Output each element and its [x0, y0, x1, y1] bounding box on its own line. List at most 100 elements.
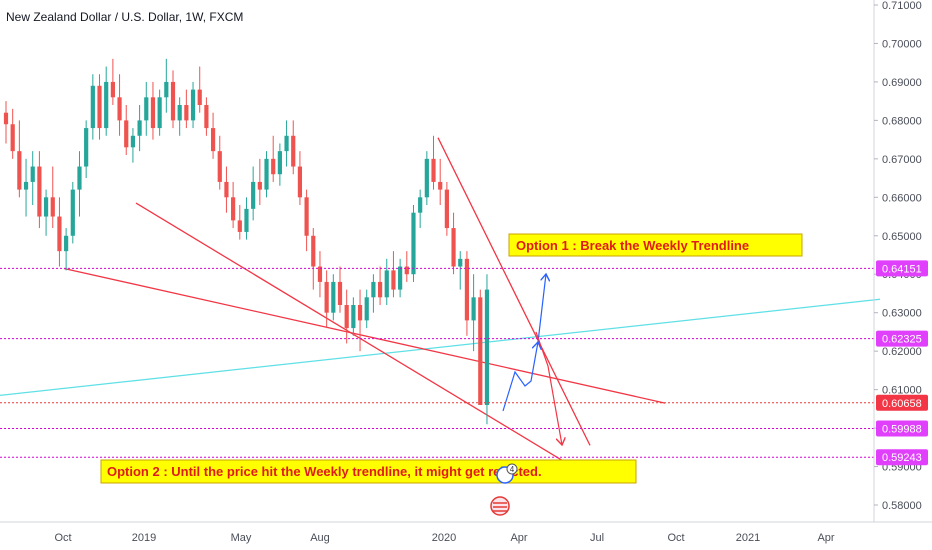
candle — [404, 251, 409, 282]
candle — [271, 135, 276, 182]
option-2-annotation[interactable]: Option 2 : Until the price hit the Weekl… — [100, 459, 637, 484]
y-tick-label: 0.65000 — [882, 231, 922, 243]
candle — [17, 120, 22, 198]
candle-body — [197, 89, 202, 105]
candle — [451, 212, 456, 275]
candle — [478, 289, 483, 405]
candle — [184, 89, 189, 129]
candle-body — [418, 197, 423, 213]
candle — [77, 151, 82, 217]
candle — [444, 181, 449, 236]
upper-wedge-line[interactable] — [437, 137, 591, 446]
candle — [3, 101, 9, 144]
candle — [164, 58, 169, 113]
candle-body — [464, 258, 470, 321]
x-tick-label: Aug — [310, 532, 330, 544]
candle-body — [377, 281, 383, 298]
candle-body — [391, 270, 396, 290]
candle — [251, 166, 256, 221]
y-tick-label: 0.70000 — [882, 38, 922, 50]
y-tick-label: 0.71000 — [882, 0, 922, 12]
candle-body — [137, 120, 142, 136]
candle-body — [70, 189, 75, 236]
option-1-text: Option 1 : Break the Weekly Trendline — [516, 238, 749, 253]
price-tag — [876, 394, 928, 411]
y-tick-label: 0.63000 — [882, 308, 922, 320]
arrows-layer — [502, 274, 562, 445]
candle — [237, 205, 242, 240]
candle — [337, 266, 343, 313]
candle-body — [384, 270, 389, 298]
candle-body — [23, 181, 29, 190]
candle — [438, 158, 443, 205]
candle — [130, 128, 136, 163]
y-tick-label: 0.69000 — [882, 77, 922, 89]
candle — [144, 81, 149, 136]
candle — [104, 66, 109, 136]
candle-body — [164, 81, 169, 98]
candle — [398, 258, 403, 298]
candle-body — [351, 305, 356, 329]
cyan-trendline[interactable] — [0, 298, 881, 397]
candle-body — [331, 281, 336, 313]
candle — [117, 74, 122, 136]
candle-body — [184, 105, 189, 121]
candle-body — [337, 281, 343, 305]
candle — [297, 151, 303, 205]
x-tick-label: 2020 — [432, 532, 456, 544]
candle-body — [244, 208, 249, 232]
price-levels-layer — [0, 267, 874, 458]
candle — [30, 151, 35, 205]
weekly-trendline[interactable] — [63, 267, 666, 404]
candle-body — [224, 181, 229, 198]
lower-wedge-line[interactable] — [135, 202, 567, 464]
candle — [324, 270, 329, 329]
y-tick-label: 0.58000 — [882, 500, 922, 512]
candle-body — [317, 266, 323, 282]
red-rejection-arrow[interactable] — [535, 331, 562, 445]
candle — [157, 89, 162, 136]
candle — [291, 120, 296, 175]
event-count-badge — [506, 463, 518, 475]
candle — [418, 189, 423, 229]
x-tick-label: Oct — [667, 532, 684, 544]
candle-body — [157, 97, 162, 129]
candle-body — [150, 97, 156, 129]
candle — [304, 189, 309, 252]
candle-body — [130, 135, 136, 148]
candle-body — [458, 258, 463, 267]
x-tick-label: Jul — [590, 532, 604, 544]
candle-body — [104, 81, 109, 129]
candle-body — [170, 81, 176, 121]
candle — [64, 228, 69, 271]
candle-body — [484, 289, 490, 405]
candle — [284, 120, 289, 167]
candle — [311, 228, 316, 290]
candle — [244, 197, 249, 240]
candle-body — [251, 181, 256, 209]
us-flag-event-icon[interactable] — [490, 496, 510, 516]
candle — [384, 258, 389, 305]
candle-body — [344, 305, 349, 329]
blue-breakout-arrow[interactable] — [537, 274, 546, 343]
candle-body — [43, 197, 49, 217]
price-tag-label: 0.59988 — [882, 424, 922, 436]
candle — [90, 74, 95, 140]
candle-body — [231, 197, 236, 221]
time-axis[interactable]: Oct 2019 May Aug 2020 Apr Jul Oct 2021 Apr — [54, 532, 834, 544]
candle-body — [304, 197, 309, 236]
x-tick-label: Apr — [817, 532, 834, 544]
blue-path-arrow[interactable] — [502, 342, 538, 412]
candle-body — [311, 235, 316, 267]
candle-body — [177, 105, 182, 121]
y-tick-label: 0.62000 — [882, 346, 922, 358]
y-tick-label: 0.68000 — [882, 115, 922, 127]
candle-body — [357, 305, 363, 321]
x-tick-label: 2021 — [736, 532, 760, 544]
option-1-annotation[interactable]: Option 1 : Break the Weekly Trendline — [508, 233, 803, 257]
trendlines-layer — [0, 137, 881, 464]
chart-title: New Zealand Dollar / U.S. Dollar, 1W, FX… — [6, 10, 243, 24]
event-markers[interactable]: 4 — [490, 463, 518, 516]
price-tag-label: 0.59243 — [882, 452, 922, 464]
candle-body — [297, 166, 303, 198]
